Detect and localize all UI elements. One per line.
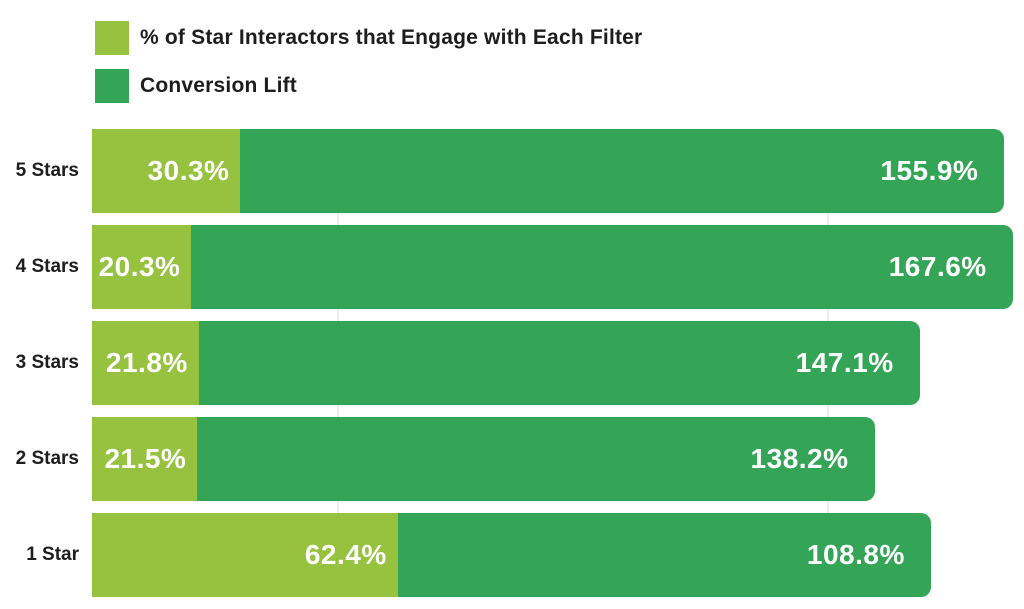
category-label: 5 Stars xyxy=(15,160,79,181)
lift-segment: 138.2% xyxy=(197,417,875,501)
category-label: 4 Stars xyxy=(15,256,79,277)
engage-value-label: 20.3% xyxy=(98,251,181,282)
engage-value-label: 62.4% xyxy=(304,539,387,570)
engage-segment: 21.5% xyxy=(92,417,198,501)
lift-segment: 167.6% xyxy=(191,225,1013,309)
engage-series-swatch xyxy=(95,21,129,55)
lift-value-label: 147.1% xyxy=(795,347,894,378)
lift-value-label: 167.6% xyxy=(888,251,987,282)
chart-area: 5 Stars 30.3% 155.9% 4 Stars 20.3% 167.6% 3 St… xyxy=(0,129,1024,597)
bar-track: 30.3% 155.9% xyxy=(92,129,1005,213)
category-label: 3 Stars xyxy=(15,352,79,373)
bar-row: 3 Stars 21.8% 147.1% xyxy=(0,321,1024,405)
lift-series-swatch xyxy=(95,69,129,103)
lift-segment: 155.9% xyxy=(240,129,1005,213)
lift-segment: 147.1% xyxy=(198,321,920,405)
engage-value-label: 30.3% xyxy=(147,155,230,186)
bar-track: 21.5% 138.2% xyxy=(92,417,875,501)
lift-value-label: 108.8% xyxy=(806,539,905,570)
lift-series-label: Conversion Lift xyxy=(140,74,298,97)
engage-segment: 30.3% xyxy=(92,129,241,213)
category-label: 1 Star xyxy=(26,544,79,565)
bar-row: 4 Stars 20.3% 167.6% xyxy=(0,225,1024,309)
bar-row: 5 Stars 30.3% 155.9% xyxy=(0,129,1024,213)
engage-value-label: 21.5% xyxy=(104,443,187,474)
bar-track: 21.8% 147.1% xyxy=(92,321,920,405)
bar-track: 20.3% 167.6% xyxy=(92,225,1013,309)
engage-segment: 20.3% xyxy=(92,225,192,309)
bar-track: 62.4% 108.8% xyxy=(92,513,931,597)
legend-item-lift: Conversion Lift xyxy=(95,69,642,103)
lift-segment: 108.8% xyxy=(397,513,931,597)
engage-value-label: 21.8% xyxy=(105,347,188,378)
lift-value-label: 155.9% xyxy=(880,155,979,186)
engage-segment: 62.4% xyxy=(92,513,398,597)
bar-row: 2 Stars 21.5% 138.2% xyxy=(0,417,1024,501)
category-label: 2 Stars xyxy=(15,448,79,469)
legend-item-engage: % of Star Interactors that Engage with E… xyxy=(95,21,642,55)
lift-value-label: 138.2% xyxy=(750,443,849,474)
engage-segment: 21.8% xyxy=(92,321,199,405)
engage-series-label: % of Star Interactors that Engage with E… xyxy=(140,26,643,49)
bar-row: 1 Star 62.4% 108.8% xyxy=(0,513,1024,597)
legend: % of Star Interactors that Engage with E… xyxy=(95,21,642,117)
